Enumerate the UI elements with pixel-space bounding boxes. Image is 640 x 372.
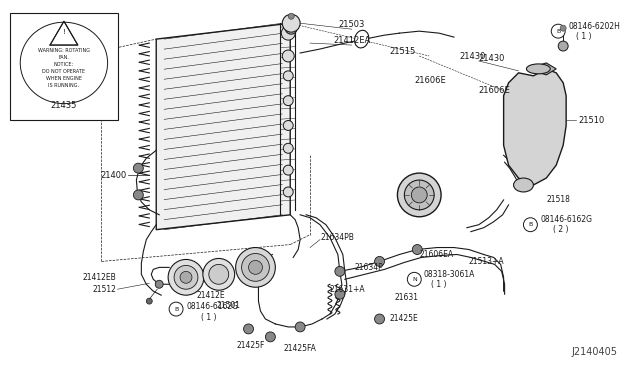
Circle shape [282, 50, 294, 62]
Circle shape [284, 96, 293, 106]
Circle shape [203, 259, 235, 290]
Text: 21634PB: 21634PB [320, 233, 354, 242]
Polygon shape [156, 23, 290, 230]
Circle shape [282, 26, 295, 40]
Circle shape [374, 256, 385, 266]
Circle shape [282, 14, 300, 32]
Circle shape [244, 324, 253, 334]
Text: 21425E: 21425E [390, 314, 418, 324]
Text: B: B [556, 29, 561, 33]
Text: 21510: 21510 [578, 116, 604, 125]
Circle shape [180, 271, 192, 283]
Polygon shape [50, 21, 78, 45]
Circle shape [288, 13, 294, 19]
Circle shape [397, 173, 441, 217]
Circle shape [524, 218, 538, 232]
Text: 21412E: 21412E [196, 291, 225, 300]
Text: 21634P: 21634P [355, 263, 383, 272]
Ellipse shape [20, 22, 108, 104]
Polygon shape [504, 69, 566, 185]
Text: 08318-3061A: 08318-3061A [423, 270, 475, 279]
Text: ( 1 ): ( 1 ) [431, 280, 447, 289]
Text: 21606E: 21606E [479, 86, 511, 95]
Circle shape [169, 302, 183, 316]
Circle shape [284, 143, 293, 153]
Text: 21430: 21430 [459, 52, 485, 61]
Text: FAN.: FAN. [58, 55, 69, 60]
Text: B: B [174, 307, 178, 312]
Circle shape [241, 253, 269, 281]
Text: 08146-6202H: 08146-6202H [568, 22, 620, 31]
Text: 21513+A: 21513+A [469, 257, 504, 266]
Circle shape [133, 190, 143, 200]
Text: NOTICE:: NOTICE: [54, 62, 74, 67]
Circle shape [174, 265, 198, 289]
Text: !: ! [63, 29, 65, 35]
Circle shape [295, 322, 305, 332]
Circle shape [412, 244, 422, 254]
Text: N: N [412, 277, 417, 282]
Circle shape [284, 165, 293, 175]
Circle shape [412, 187, 427, 203]
Circle shape [168, 259, 204, 295]
Text: WARNING: ROTATING: WARNING: ROTATING [38, 48, 90, 53]
Ellipse shape [355, 30, 369, 48]
Circle shape [374, 314, 385, 324]
Circle shape [404, 180, 434, 210]
Text: 21425FA: 21425FA [284, 344, 317, 353]
Text: IS RUNNING.: IS RUNNING. [49, 83, 79, 88]
Text: 08146-6162G: 08146-6162G [540, 215, 593, 224]
Text: 21400: 21400 [100, 171, 127, 180]
Text: 21606E: 21606E [414, 76, 446, 85]
Circle shape [558, 41, 568, 51]
Text: 21503: 21503 [339, 20, 365, 29]
Text: 21515: 21515 [390, 47, 416, 56]
Circle shape [209, 264, 228, 284]
Ellipse shape [513, 178, 533, 192]
Text: 21518: 21518 [547, 195, 570, 204]
Circle shape [147, 298, 152, 304]
Circle shape [560, 25, 566, 31]
Text: J2140405: J2140405 [572, 347, 618, 357]
Text: 21435: 21435 [51, 101, 77, 110]
Circle shape [284, 187, 293, 197]
Circle shape [551, 24, 565, 38]
Text: ( 2 ): ( 2 ) [553, 225, 569, 234]
Text: WHEN ENGINE: WHEN ENGINE [46, 76, 82, 81]
Text: 21412EA: 21412EA [333, 36, 371, 45]
Circle shape [266, 332, 275, 342]
Text: 21631: 21631 [394, 293, 419, 302]
Circle shape [133, 163, 143, 173]
Circle shape [236, 247, 275, 287]
Circle shape [156, 280, 163, 288]
Text: DO NOT OPERATE: DO NOT OPERATE [42, 69, 85, 74]
Circle shape [284, 71, 293, 81]
Text: 21631+A: 21631+A [330, 285, 365, 294]
Text: 21512: 21512 [93, 285, 116, 294]
Circle shape [335, 266, 345, 276]
Text: 21412EB: 21412EB [83, 273, 116, 282]
Text: 21501: 21501 [217, 301, 241, 310]
Ellipse shape [527, 64, 550, 74]
Circle shape [284, 121, 293, 131]
Circle shape [335, 289, 345, 299]
Text: ( 1 ): ( 1 ) [201, 312, 216, 321]
FancyBboxPatch shape [10, 13, 118, 121]
Circle shape [248, 260, 262, 274]
Text: 08146-6162G: 08146-6162G [186, 302, 238, 311]
Text: ( 1 ): ( 1 ) [576, 32, 591, 41]
Polygon shape [527, 63, 556, 75]
Text: 21430: 21430 [479, 54, 505, 64]
Ellipse shape [285, 22, 297, 34]
Text: 21606EA: 21606EA [419, 250, 453, 259]
Circle shape [407, 272, 421, 286]
Text: B: B [528, 222, 532, 227]
Text: 21425F: 21425F [236, 341, 265, 350]
